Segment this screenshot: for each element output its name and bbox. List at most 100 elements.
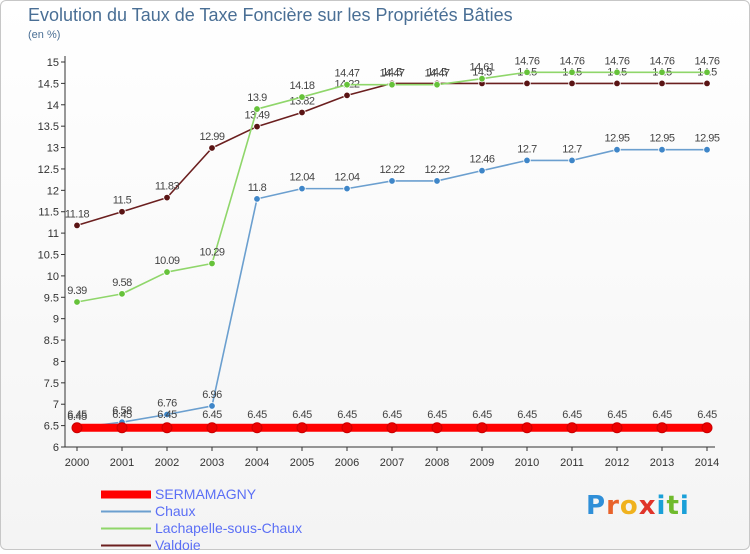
data-label-chaux: 12.95 [604,133,629,145]
data-point-sermamagny [386,422,398,434]
y-tick-label: 13.5 [38,121,59,133]
logo-letter: x [638,491,657,521]
data-point-lachapelle-sous-chaux [658,68,666,76]
logo-letter: r [606,491,620,521]
data-point-valdoie [343,91,351,100]
legend-swatch [101,520,151,537]
data-label-sermamagny: 6.45 [157,409,177,421]
data-point-lachapelle-sous-chaux [208,259,216,268]
data-label-chaux: 12.04 [334,172,359,184]
data-label-sermamagny: 6.45 [427,409,447,421]
y-tick-label: 10 [47,271,59,283]
data-point-chaux [658,145,666,154]
data-label-sermamagny: 6.45 [652,409,672,421]
data-label-chaux: 12.22 [424,164,449,176]
data-point-valdoie [658,79,666,88]
data-label-lachapelle-sous-chaux: 13.9 [247,92,267,104]
data-point-sermamagny [251,422,263,434]
unit-label: (en %) [28,29,61,41]
data-label-sermamagny: 6.45 [337,409,357,421]
data-point-sermamagny [161,422,173,434]
data-label-sermamagny: 6.45 [382,409,402,421]
data-label-lachapelle-sous-chaux: 14.76 [604,55,629,67]
x-tick-label: 2010 [515,457,539,469]
logo-letter: t [666,491,680,521]
data-label-lachapelle-sous-chaux: 14.18 [289,80,314,92]
data-point-sermamagny [701,422,713,434]
y-tick-label: 11 [48,228,59,240]
data-point-sermamagny [431,422,443,434]
data-label-chaux: 12.22 [379,164,404,176]
data-point-lachapelle-sous-chaux [703,68,711,76]
data-point-lachapelle-sous-chaux [253,105,261,113]
data-label-lachapelle-sous-chaux: 10.09 [154,255,179,267]
data-point-valdoie [298,108,306,117]
y-tick-label: 7.5 [44,378,59,390]
data-label-chaux: 12.46 [469,154,494,166]
data-point-lachapelle-sous-chaux [118,290,126,298]
data-point-valdoie [613,79,621,88]
data-label-lachapelle-sous-chaux: 14.76 [559,55,584,67]
data-label-sermamagny: 6.45 [607,409,627,421]
x-tick-label: 2011 [560,457,584,469]
x-tick-label: 2008 [425,457,449,469]
y-tick-label: 14 [47,100,59,112]
data-label-lachapelle-sous-chaux: 14.76 [694,55,719,67]
y-tick-label: 10.5 [38,250,59,262]
data-label-lachapelle-sous-chaux: 14.47 [424,68,449,80]
y-tick-label: 14.5 [38,78,59,90]
data-point-lachapelle-sous-chaux [433,80,441,89]
data-label-lachapelle-sous-chaux: 14.47 [334,68,359,80]
data-point-valdoie [568,79,576,88]
data-label-chaux: 6.96 [202,389,222,401]
legend-swatch [101,503,151,520]
data-label-lachapelle-sous-chaux: 14.47 [379,68,404,80]
data-point-sermamagny [341,422,353,434]
data-point-chaux [523,156,531,165]
data-label-sermamagny: 6.45 [472,409,492,421]
data-label-valdoie: 13.49 [244,110,269,122]
y-tick-label: 9.5 [44,292,59,304]
x-tick-label: 2001 [110,457,134,469]
data-point-chaux [433,177,441,185]
data-label-lachapelle-sous-chaux: 10.29 [199,246,224,258]
data-label-sermamagny: 6.45 [202,409,222,421]
data-point-valdoie [703,79,711,88]
data-point-lachapelle-sous-chaux [343,80,351,89]
data-label-lachapelle-sous-chaux: 14.76 [514,55,539,67]
data-label-valdoie: 11.18 [65,208,90,220]
data-point-sermamagny [296,422,308,434]
data-point-valdoie [163,193,171,202]
data-point-sermamagny [566,422,578,434]
data-point-valdoie [118,208,126,216]
data-point-chaux [208,402,216,410]
data-label-valdoie: 12.99 [199,131,224,143]
data-label-sermamagny: 6.45 [247,409,267,421]
data-point-lachapelle-sous-chaux [298,93,306,101]
data-point-lachapelle-sous-chaux [73,298,81,306]
data-point-chaux [613,145,621,154]
legend-label: SERMAMAGNY [155,486,257,502]
data-label-sermamagny: 6.45 [112,409,132,421]
x-tick-label: 2002 [155,457,179,469]
x-tick-label: 2007 [380,457,404,469]
data-point-sermamagny [476,422,488,434]
x-tick-label: 2000 [65,457,89,469]
data-point-chaux [343,184,351,193]
chart-title: Evolution du Taux de Taxe Foncière sur l… [28,5,513,25]
data-point-lachapelle-sous-chaux [478,74,486,83]
y-tick-label: 13 [47,143,59,155]
x-tick-label: 2012 [605,457,629,469]
data-label-chaux: 12.7 [517,143,537,155]
x-tick-label: 2004 [245,457,269,469]
legend-label: Valdoie [155,537,201,553]
legend-swatch [101,486,151,503]
data-label-sermamagny: 6.45 [292,409,312,421]
proxiti-logo: Proxiti [586,491,690,521]
y-tick-label: 6 [53,442,59,454]
x-tick-label: 2006 [335,457,359,469]
data-point-lachapelle-sous-chaux [613,68,621,76]
data-point-valdoie [253,122,261,131]
y-tick-label: 6.5 [44,421,59,433]
data-point-valdoie [523,79,531,88]
